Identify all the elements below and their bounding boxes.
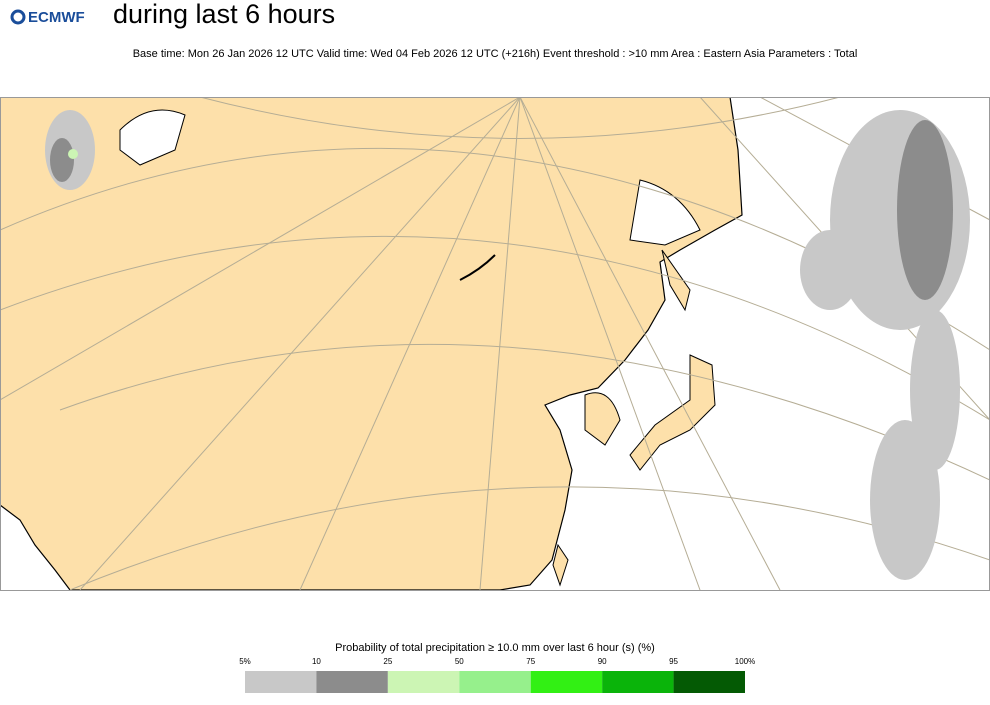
legend-swatch xyxy=(316,671,388,693)
subtitle: Base time: Mon 26 Jan 2026 12 UTC Valid … xyxy=(133,48,858,60)
okhotsk-bay xyxy=(629,179,701,246)
lake xyxy=(459,254,496,281)
title: during last 6 hours xyxy=(113,0,335,29)
legend-label: 50 xyxy=(455,657,464,666)
land xyxy=(0,97,743,590)
legend-swatch xyxy=(387,671,460,693)
legend-label: 25 xyxy=(383,657,392,666)
logo-text: ECMWF xyxy=(28,9,85,26)
legend-swatch xyxy=(530,671,603,693)
legend-label: 100% xyxy=(735,657,755,666)
legend-swatch xyxy=(459,671,531,693)
legend-label: 90 xyxy=(598,657,607,666)
legend-swatch xyxy=(673,671,745,693)
korea xyxy=(584,392,621,446)
precipitation xyxy=(45,110,970,580)
sakhalin xyxy=(661,249,691,312)
legend-swatch xyxy=(245,671,317,693)
legend-label: 10 xyxy=(312,657,321,666)
legend: 5% 10 25 50 75 90 95 100% xyxy=(239,657,755,693)
logo: ECMWF xyxy=(10,9,85,26)
legend-label: 95 xyxy=(669,657,678,666)
taiwan xyxy=(552,543,569,587)
legend-label: 5% xyxy=(239,657,251,666)
logo-icon xyxy=(10,9,26,25)
legend-label: 75 xyxy=(526,657,535,666)
legend-title: Probability of total precipitation ≥ 10.… xyxy=(335,642,655,654)
japan xyxy=(629,354,716,471)
map xyxy=(0,97,990,591)
legend-swatch xyxy=(602,671,674,693)
inland-sea xyxy=(119,109,186,166)
